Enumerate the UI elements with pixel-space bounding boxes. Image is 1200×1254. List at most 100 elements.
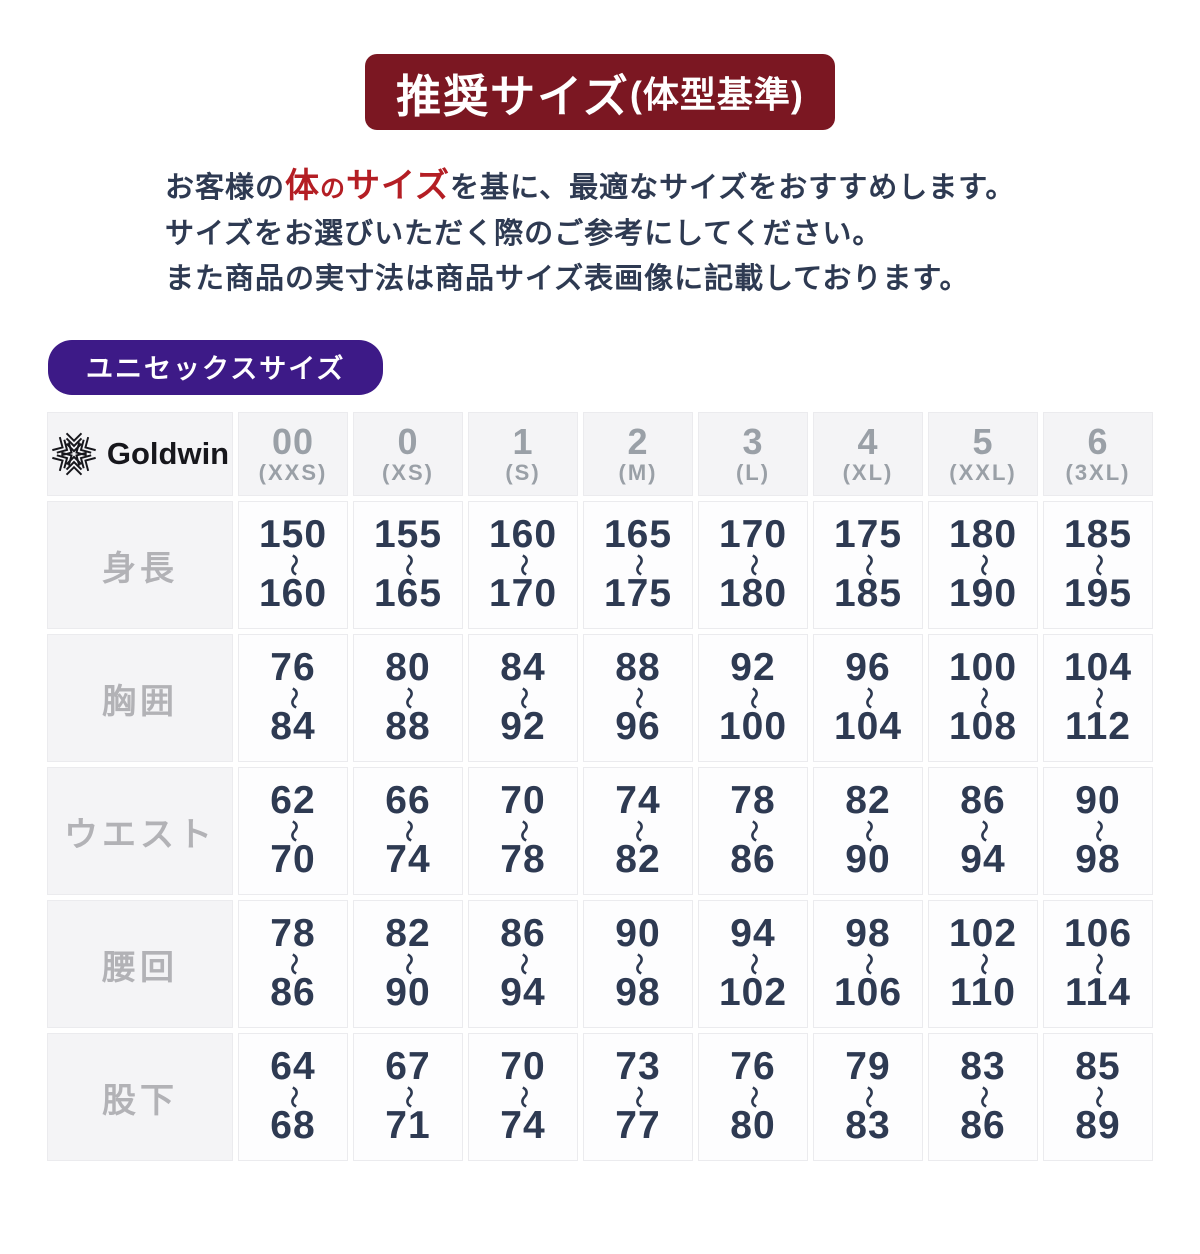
- range-to: 82: [615, 838, 661, 881]
- range-from: 86: [960, 779, 1006, 823]
- tilde-separator: 〜: [740, 1085, 766, 1109]
- range-from: 78: [730, 779, 776, 823]
- range-to: 104: [833, 705, 903, 748]
- range-to: 195: [1063, 572, 1133, 615]
- range-cell: 73 〜 77: [583, 1033, 693, 1161]
- range-cell: 84 〜 92: [468, 634, 578, 762]
- row-label: 胸囲: [47, 634, 233, 762]
- range-cell: 86 〜 94: [928, 767, 1038, 895]
- range-to: 90: [385, 971, 431, 1014]
- row-label: 股下: [47, 1033, 233, 1161]
- tilde-separator: 〜: [280, 1085, 306, 1109]
- range-from: 76: [730, 1045, 776, 1089]
- range-from: 66: [385, 779, 431, 823]
- range-cell: 85 〜 89: [1043, 1033, 1153, 1161]
- column-header-6: 6 (3XL): [1043, 412, 1153, 496]
- range-to: 185: [833, 572, 903, 615]
- tilde-separator: 〜: [280, 952, 306, 976]
- range-to: 68: [270, 1104, 316, 1147]
- page-title-sub: (体型基準): [629, 74, 804, 115]
- range-to: 160: [258, 572, 328, 615]
- goldwin-snowflake-icon: [51, 432, 97, 476]
- row-label: 身長: [47, 501, 233, 629]
- column-header-5: 5 (XXL): [928, 412, 1038, 496]
- range-cell: 92 〜 100: [698, 634, 808, 762]
- range-from: 100: [948, 646, 1018, 690]
- range-to: 102: [718, 971, 788, 1014]
- intro-line-2: サイズをお選びいただく際のご参考にしてください。: [165, 218, 883, 250]
- table-header-row: Goldwin 00 (XXS) 0 (XS) 1 (S) 2 (M) 3 (L) 4 (XL) 5 (X…: [47, 412, 1153, 496]
- range-cell: 90 〜 98: [1043, 767, 1153, 895]
- range-cell: 82 〜 90: [353, 900, 463, 1028]
- range-from: 155: [373, 513, 443, 557]
- intro-highlight-body: 体: [285, 167, 321, 205]
- range-cell: 150 〜 160: [238, 501, 348, 629]
- tilde-separator: 〜: [280, 553, 306, 577]
- size-code: (3XL): [1065, 459, 1131, 485]
- intro-text: お客様の体のサイズを基に、最適なサイズをおすすめします。 サイズをお選びいただく…: [165, 164, 1200, 302]
- range-cell: 80 〜 88: [353, 634, 463, 762]
- range-to: 78: [500, 838, 546, 881]
- range-cell: 82 〜 90: [813, 767, 923, 895]
- range-to: 86: [960, 1104, 1006, 1147]
- range-cell: 160 〜 170: [468, 501, 578, 629]
- range-from: 94: [730, 912, 776, 956]
- tilde-separator: 〜: [510, 952, 536, 976]
- tilde-separator: 〜: [970, 553, 996, 577]
- column-header-2: 2 (M): [583, 412, 693, 496]
- range-from: 80: [385, 646, 431, 690]
- size-code: (XL): [842, 459, 894, 485]
- size-code: (S): [505, 459, 541, 485]
- range-to: 165: [373, 572, 443, 615]
- range-cell: 62 〜 70: [238, 767, 348, 895]
- range-from: 90: [1075, 779, 1121, 823]
- tilde-separator: 〜: [970, 819, 996, 843]
- range-cell: 180 〜 190: [928, 501, 1038, 629]
- tilde-separator: 〜: [625, 952, 651, 976]
- column-header-3: 3 (L): [698, 412, 808, 496]
- range-cell: 165 〜 175: [583, 501, 693, 629]
- range-from: 106: [1063, 912, 1133, 956]
- tilde-separator: 〜: [625, 819, 651, 843]
- size-table: Goldwin 00 (XXS) 0 (XS) 1 (S) 2 (M) 3 (L) 4 (XL) 5 (X…: [42, 407, 1158, 1166]
- range-to: 180: [718, 572, 788, 615]
- column-header-00: 00 (XXS): [238, 412, 348, 496]
- size-code: (XXS): [258, 459, 328, 485]
- column-header-0: 0 (XS): [353, 412, 463, 496]
- size-code: (M): [618, 459, 658, 485]
- tilde-separator: 〜: [740, 553, 766, 577]
- range-from: 70: [500, 1045, 546, 1089]
- tilde-separator: 〜: [740, 819, 766, 843]
- size-number: 2: [627, 421, 649, 462]
- unisex-size-label: ユニセックスサイズ: [48, 340, 384, 395]
- title-banner: 推奨サイズ (体型基準): [365, 54, 835, 130]
- row-label: ウエスト: [47, 767, 233, 895]
- size-code: (L): [735, 459, 771, 485]
- intro-line1-suffix: を基に、最適なサイズをおすすめします。: [450, 172, 1016, 204]
- tilde-separator: 〜: [855, 819, 881, 843]
- tilde-separator: 〜: [970, 1085, 996, 1109]
- column-header-1: 1 (S): [468, 412, 578, 496]
- table-row: 股下 64 〜 68 67 〜 71 70 〜 74 73 〜 77 76 〜 80 79 〜 83 83 〜 86 85 〜…: [47, 1033, 1153, 1161]
- range-cell: 88 〜 96: [583, 634, 693, 762]
- range-to: 77: [615, 1104, 661, 1147]
- range-cell: 83 〜 86: [928, 1033, 1038, 1161]
- range-to: 71: [385, 1104, 431, 1147]
- range-from: 85: [1075, 1045, 1121, 1089]
- range-from: 92: [730, 646, 776, 690]
- range-from: 104: [1063, 646, 1133, 690]
- range-to: 84: [270, 705, 316, 748]
- intro-line-1: お客様の体のサイズを基に、最適なサイズをおすすめします。: [165, 164, 1200, 212]
- tilde-separator: 〜: [510, 686, 536, 710]
- tilde-separator: 〜: [625, 553, 651, 577]
- range-from: 86: [500, 912, 546, 956]
- tilde-separator: 〜: [510, 1085, 536, 1109]
- tilde-separator: 〜: [1085, 686, 1111, 710]
- brand-name: Goldwin: [106, 436, 230, 471]
- range-cell: 70 〜 74: [468, 1033, 578, 1161]
- range-from: 165: [603, 513, 673, 557]
- range-to: 74: [500, 1104, 546, 1147]
- table-row: 腰回 78 〜 86 82 〜 90 86 〜 94 90 〜 98 94 〜 102 98 〜 106 102 〜 11…: [47, 900, 1153, 1028]
- range-cell: 76 〜 80: [698, 1033, 808, 1161]
- size-number: 00: [271, 421, 315, 462]
